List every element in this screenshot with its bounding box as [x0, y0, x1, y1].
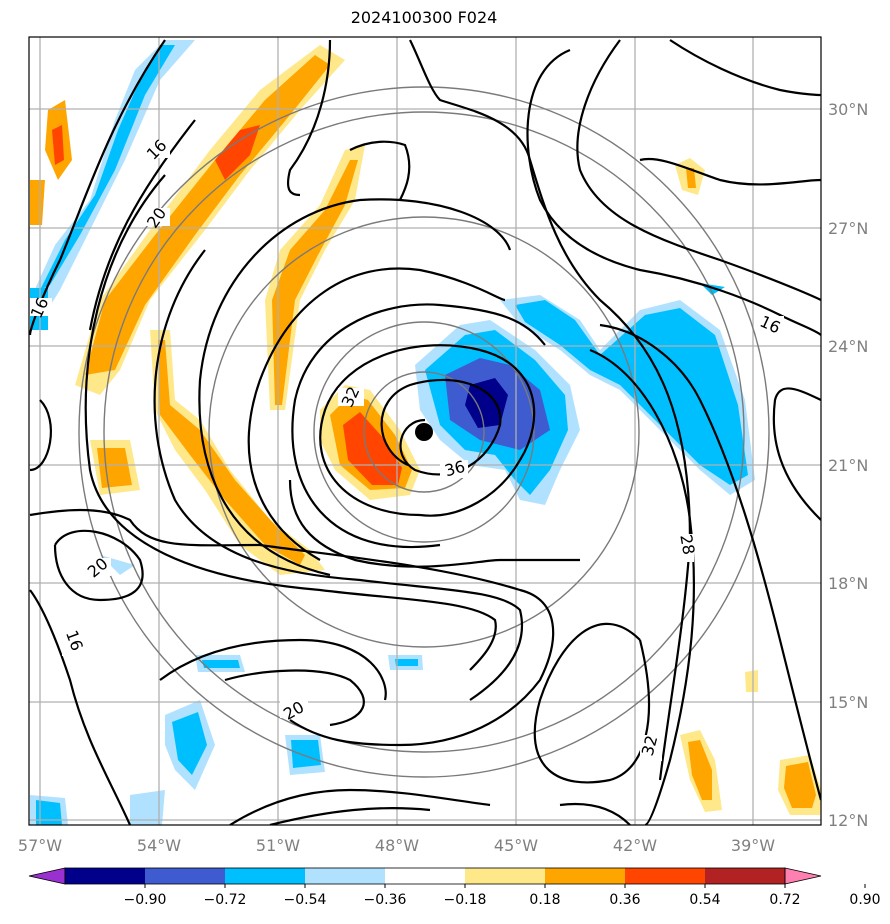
colorbar-tick-label: −0.36	[364, 892, 407, 908]
colorbar-tick-label: 0.54	[689, 892, 720, 908]
colorbar-cell	[385, 868, 466, 884]
colorbar-cell	[705, 868, 786, 884]
lon-tick-label: 45°W	[494, 836, 538, 855]
lat-tick-label: 12°N	[828, 811, 868, 830]
colorbar-cell	[305, 868, 386, 884]
lat-tick-label: 24°N	[828, 337, 868, 356]
colorbar-cell	[625, 868, 706, 884]
colorbar-tick-label: 0.18	[529, 892, 560, 908]
colorbar-extend-high	[784, 867, 822, 885]
colorbar-cell	[465, 868, 546, 884]
colorbar: −0.90 −0.72 −0.54 −0.36 −0.18 0.18 0.36 0.54 0.7…	[28, 867, 881, 908]
wind-contours	[29, 39, 821, 825]
colorbar-frame	[64, 867, 786, 885]
range-rings	[78, 86, 770, 778]
lon-tick-label: 48°W	[375, 836, 419, 855]
colorbar-tick-label: −0.90	[124, 892, 167, 908]
colorbar-cell	[225, 868, 306, 884]
colorbar-cell	[145, 868, 226, 884]
plot-frame	[28, 36, 822, 826]
longitude-ticks: 57°W 54°W 51°W 48°W 45°W 42°W 39°W	[18, 836, 775, 855]
contour-label: 16	[27, 295, 53, 321]
map-title: 2024100300 F024	[350, 8, 498, 27]
colorbar-cell	[65, 868, 146, 884]
colorbar-extend-low	[28, 867, 66, 885]
plot-area: 16 20 16 20 32 36 16 28 20 16 32	[27, 37, 821, 825]
lat-tick-label: 30°N	[828, 100, 868, 119]
lat-tick-label: 21°N	[828, 456, 868, 475]
contour-label: 28	[676, 533, 698, 556]
contour-label: 32	[638, 733, 662, 758]
lon-tick-label: 39°W	[731, 836, 775, 855]
lat-tick-label: 18°N	[828, 574, 868, 593]
lon-tick-label: 54°W	[137, 836, 181, 855]
colorbar-tick-label: −0.18	[444, 892, 487, 908]
colorbar-tick-label: −0.72	[204, 892, 247, 908]
lon-tick-label: 57°W	[18, 836, 62, 855]
lon-tick-label: 42°W	[613, 836, 657, 855]
lat-tick-label: 27°N	[828, 219, 868, 238]
colorbar-tick-label: 0.72	[769, 892, 800, 908]
colorbar-tick-label: −0.54	[284, 892, 327, 908]
colorbar-cell	[545, 868, 626, 884]
colorbar-tick-label: 0.36	[609, 892, 640, 908]
storm-center-marker	[415, 423, 433, 441]
lat-tick-label: 15°N	[828, 693, 868, 712]
colorbar-tick-label: 0.90	[849, 892, 880, 908]
latitude-ticks: 30°N 27°N 24°N 21°N 18°N 15°N 12°N	[828, 100, 868, 830]
contour-label: 36	[443, 457, 468, 481]
lon-tick-label: 51°W	[256, 836, 300, 855]
